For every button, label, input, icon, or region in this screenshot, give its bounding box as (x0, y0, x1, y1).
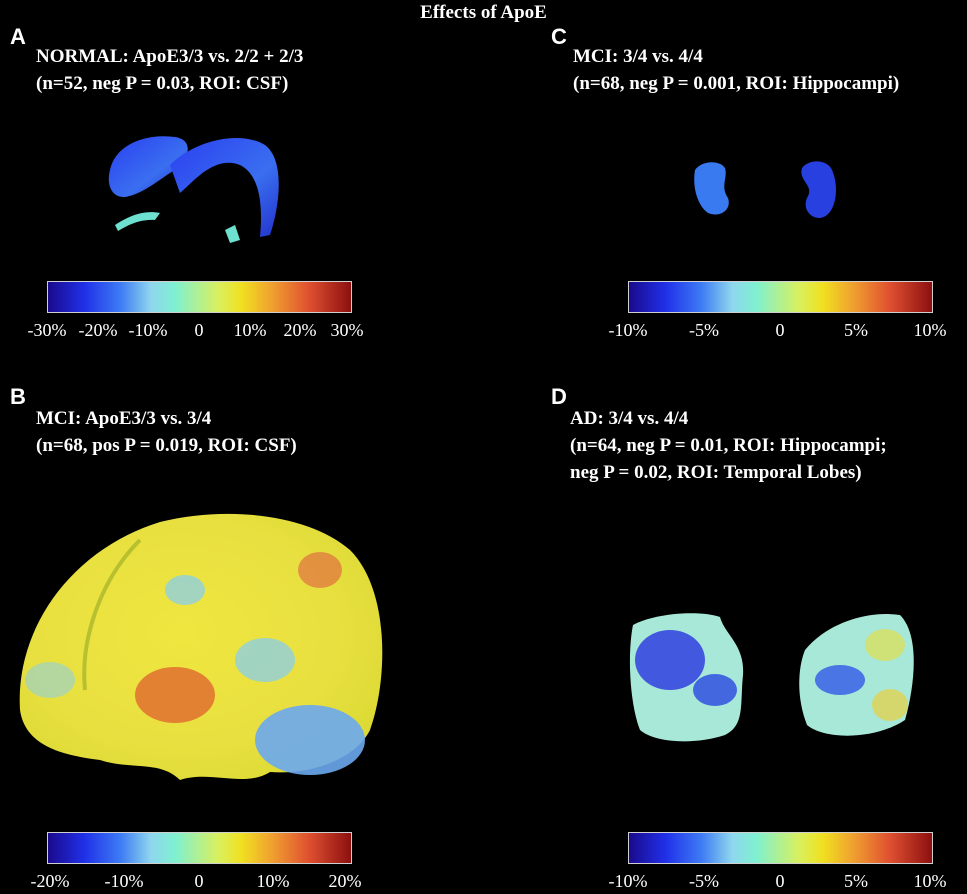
panel-d-letter: D (551, 384, 567, 409)
panel-d-colorbar (628, 832, 933, 864)
panel-b-tick: 0 (194, 871, 204, 891)
panel-a-tick: 10% (233, 320, 267, 340)
panel-c-hippocampi-render (694, 161, 836, 218)
panel-d-tick: -5% (689, 871, 719, 891)
panel-b-letter: B (10, 384, 26, 409)
panel-a-tick: 30% (330, 320, 364, 340)
panel-b-caption-line-2: (n=68, pos P = 0.019, ROI: CSF) (36, 435, 297, 456)
figure-title: Effects of ApoE (420, 2, 547, 23)
panel-b-colorbar (47, 832, 352, 864)
panel-c-letter: C (551, 24, 567, 49)
panel-b-tick: -10% (104, 871, 144, 891)
panel-c-caption-line-1: MCI: 3/4 vs. 4/4 (573, 46, 703, 67)
panel-d-temporal-lobes-render (629, 613, 914, 742)
panel-c-caption-line-2: (n=68, neg P = 0.001, ROI: Hippocampi) (573, 73, 900, 94)
panel-d-caption: AD: 3/4 vs. 4/4 (n=64, neg P = 0.01, ROI… (570, 405, 887, 486)
panel-d-caption-line-2: (n=64, neg P = 0.01, ROI: Hippocampi; (570, 435, 887, 456)
panel-b-brain-surface-render (19, 513, 383, 780)
panel-a-tick: 20% (283, 320, 317, 340)
panel-c-tick: 0 (775, 320, 785, 340)
panel-c-tick: 10% (913, 320, 947, 340)
panel-c-colorbar (628, 281, 933, 313)
panel-b-caption-line-1: MCI: ApoE3/3 vs. 3/4 (36, 408, 212, 429)
panel-a-letter: A (10, 24, 26, 49)
panel-b-tick: 10% (256, 871, 290, 891)
panel-d-caption-line-1: AD: 3/4 vs. 4/4 (570, 408, 689, 429)
panel-a-ventricle-render (108, 136, 279, 243)
panel-c-tick: -10% (608, 320, 648, 340)
panel-a-caption-line-2: (n=52, neg P = 0.03, ROI: CSF) (36, 73, 289, 94)
panel-c-tick: 5% (844, 320, 868, 340)
panel-a-tick: -30% (27, 320, 67, 340)
panel-c-tick: -5% (689, 320, 719, 340)
panel-a-tick: -10% (128, 320, 168, 340)
panel-a-tick: 0 (194, 320, 204, 340)
panel-d-tick: 0 (775, 871, 785, 891)
panel-a-caption: NORMAL: ApoE3/3 vs. 2/2 + 2/3 (n=52, neg… (36, 43, 303, 97)
panel-d-tick: 10% (913, 871, 947, 891)
panel-d-caption-line-3: neg P = 0.02, ROI: Temporal Lobes) (570, 462, 862, 483)
panel-a-caption-line-1: NORMAL: ApoE3/3 vs. 2/2 + 2/3 (36, 46, 304, 67)
panel-d-tick: -10% (608, 871, 648, 891)
panel-b-tick: 20% (328, 871, 362, 891)
panel-b-caption: MCI: ApoE3/3 vs. 3/4 (n=68, pos P = 0.01… (36, 405, 297, 459)
panel-a-colorbar (47, 281, 352, 313)
panel-a-tick: -20% (78, 320, 118, 340)
panel-d-tick: 5% (844, 871, 868, 891)
panel-b-tick: -20% (30, 871, 70, 891)
panel-c-caption: MCI: 3/4 vs. 4/4 (n=68, neg P = 0.001, R… (573, 43, 899, 97)
